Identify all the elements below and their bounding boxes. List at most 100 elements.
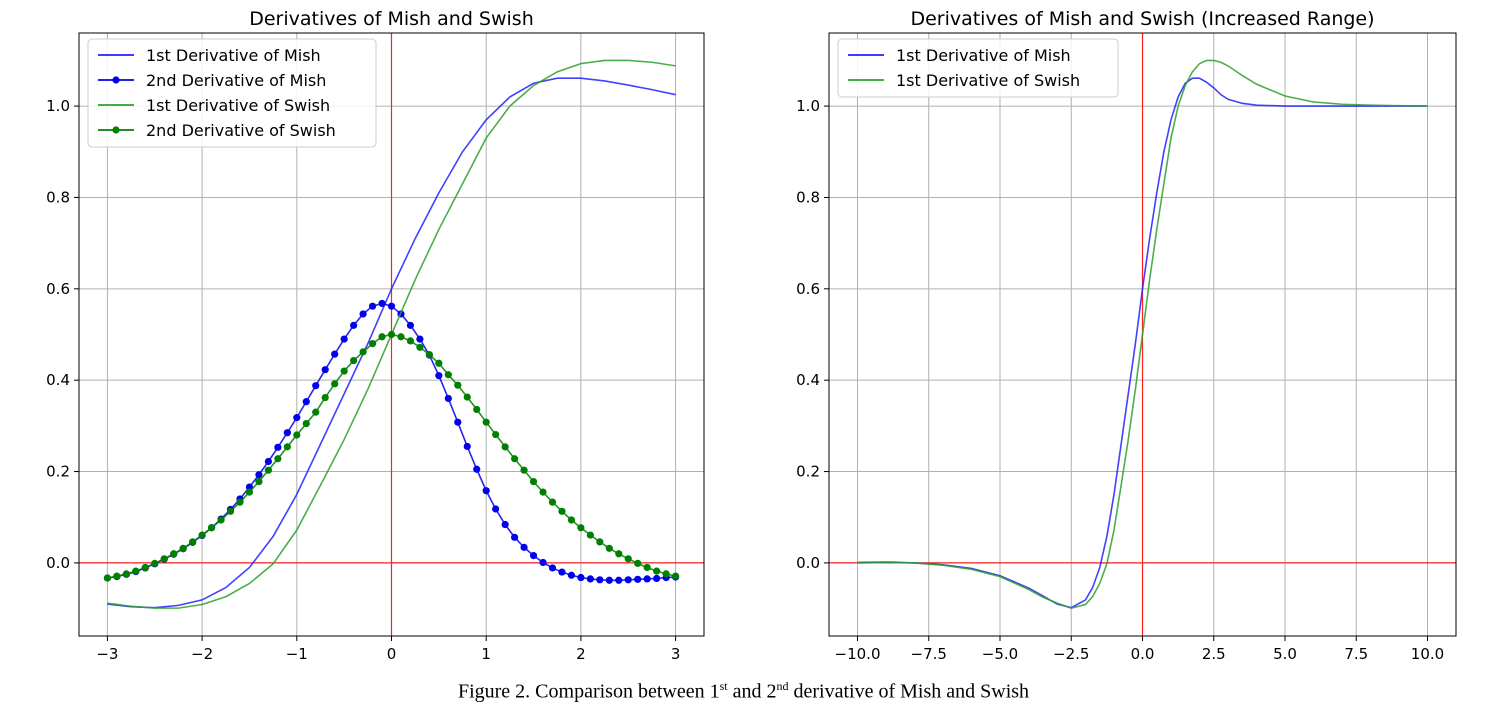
series-group xyxy=(103,59,680,609)
series-1-point-22 xyxy=(312,382,320,390)
series-3-point-32 xyxy=(406,337,415,345)
series-line-0 xyxy=(857,77,1428,609)
series-3-point-29 xyxy=(378,333,386,341)
series-1-point-47 xyxy=(548,564,557,572)
series-3-point-2 xyxy=(122,570,130,578)
series-1-point-52 xyxy=(596,576,604,584)
x-tick-label-6: 5.0 xyxy=(1273,645,1297,663)
y-tick-label-0: 0.0 xyxy=(46,554,70,572)
series-1-point-36 xyxy=(444,394,452,403)
x-tick-label-4: 0.0 xyxy=(1131,645,1155,663)
caption-middle: and 2 xyxy=(727,680,777,703)
series-1-point-41 xyxy=(492,505,500,513)
series-3-point-13 xyxy=(226,507,235,515)
y-tick-label-4: 0.8 xyxy=(46,188,70,206)
series-1-point-17 xyxy=(264,457,272,466)
legend: 1st Derivative of Mish 1st Derivative of … xyxy=(837,38,1119,98)
series-1-point-29 xyxy=(378,299,386,308)
series-3-point-33 xyxy=(416,343,424,351)
series-3-point-44 xyxy=(520,466,528,474)
series-1-point-51 xyxy=(586,575,594,583)
series-3-point-56 xyxy=(634,559,642,567)
series-1-point-19 xyxy=(283,429,291,437)
series-3-point-41 xyxy=(492,430,500,439)
x-tick-label-2: −1 xyxy=(286,645,308,663)
series-3-point-52 xyxy=(596,538,604,546)
figure-caption: Figure 2. Comparison between 1st and 2nd… xyxy=(0,679,1487,704)
series-1-point-20 xyxy=(293,414,301,422)
series-3-point-38 xyxy=(463,393,471,401)
series-1-point-48 xyxy=(558,568,566,576)
series-3-point-24 xyxy=(331,380,339,388)
legend-marker-3 xyxy=(112,126,120,134)
series-3-point-5 xyxy=(151,559,159,567)
series-3-point-3 xyxy=(132,567,140,575)
series-3-point-4 xyxy=(141,563,149,572)
x-tick-label-5: 2.5 xyxy=(1202,645,1226,663)
series-1-point-24 xyxy=(331,350,339,358)
series-3-point-16 xyxy=(255,477,263,486)
series-1-point-38 xyxy=(463,442,471,451)
series-1-point-43 xyxy=(511,533,519,541)
y-tick-label-3: 0.6 xyxy=(796,280,820,298)
legend-label-0: 1st Derivative of Mish xyxy=(146,46,321,65)
series-3-point-37 xyxy=(454,381,462,389)
series-3-point-11 xyxy=(207,524,216,532)
series-3-point-30 xyxy=(387,330,396,339)
series-1-point-53 xyxy=(605,576,613,584)
caption-sup-st: st xyxy=(719,679,728,693)
series-3-point-21 xyxy=(302,419,310,428)
series-1-point-26 xyxy=(350,321,358,329)
series-3-point-55 xyxy=(624,555,632,563)
series-3-point-59 xyxy=(662,570,670,578)
series-1-point-35 xyxy=(435,372,443,380)
series-1-point-30 xyxy=(387,302,396,310)
series-3-point-45 xyxy=(529,477,538,486)
y-tick-label-1: 0.2 xyxy=(46,463,70,481)
series-1-point-33 xyxy=(416,335,424,343)
series-1-point-28 xyxy=(368,302,377,310)
series-3-point-42 xyxy=(501,443,509,451)
legend-label-2: 1st Derivative of Swish xyxy=(146,96,330,115)
series-3-point-7 xyxy=(170,550,178,558)
caption-prefix: Figure 2. Comparison between 1 xyxy=(457,680,720,703)
series-1-point-32 xyxy=(406,321,415,329)
series-3-point-26 xyxy=(350,356,358,365)
legend-label-3: 2nd Derivative of Swish xyxy=(146,121,336,140)
series-3-point-22 xyxy=(312,408,320,416)
x-tick-label-1: −2 xyxy=(191,645,213,663)
series-3-point-18 xyxy=(274,455,282,463)
series-3-point-6 xyxy=(160,555,168,563)
series-line-1 xyxy=(857,59,1428,609)
x-tick-label-1: −7.5 xyxy=(911,645,947,663)
series-3-point-25 xyxy=(340,367,348,375)
series-3-point-36 xyxy=(444,371,452,379)
series-3-point-27 xyxy=(359,348,367,356)
series-3-point-1 xyxy=(113,572,121,580)
series-3-point-35 xyxy=(435,359,443,367)
x-tick-label-3: 0 xyxy=(387,645,397,663)
series-1-point-21 xyxy=(302,398,310,406)
series-3-point-28 xyxy=(368,340,377,348)
legend: 1st Derivative of Mish 2nd Derivative of … xyxy=(87,38,377,148)
series-3-point-14 xyxy=(236,498,244,506)
series-3-point-12 xyxy=(217,516,225,524)
series-3-point-19 xyxy=(283,443,291,451)
chart-title: Derivatives of Mish and Swish (Increased… xyxy=(910,8,1374,30)
series-3-point-20 xyxy=(293,431,301,439)
x-tick-label-6: 3 xyxy=(671,645,681,663)
series-3-point-46 xyxy=(539,488,547,496)
series-1-point-23 xyxy=(321,366,329,374)
y-tick-label-4: 0.8 xyxy=(796,188,820,206)
series-3-point-15 xyxy=(245,488,254,496)
series-3-point-48 xyxy=(558,507,566,515)
series-3-point-8 xyxy=(179,544,187,552)
series-1-point-57 xyxy=(643,575,651,583)
series-line-0 xyxy=(107,77,676,609)
y-tick-label-3: 0.6 xyxy=(46,280,70,298)
legend-label-0: 1st Derivative of Mish xyxy=(896,46,1071,65)
chart-left: −3 −2 −1 0 1 2 3 0.0 0.2 0.4 0.6 0.8 1.0 Derivatives … xyxy=(46,8,705,663)
legend-box xyxy=(837,38,1119,98)
series-3-point-0 xyxy=(103,574,112,582)
